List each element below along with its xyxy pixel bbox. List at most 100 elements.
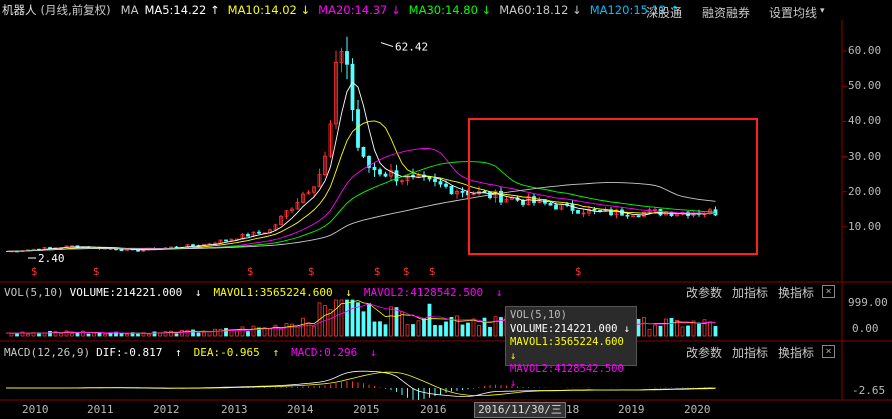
volume-bar bbox=[389, 306, 393, 337]
vol-close-icon[interactable]: × bbox=[822, 285, 835, 298]
volume-bar bbox=[152, 331, 157, 337]
main-header: 机器人 (月线,前复权) MA MA5:14.22 ↑ MA10:14.02 ↓ M… bbox=[0, 0, 892, 20]
candle-body bbox=[317, 174, 322, 188]
candle-body bbox=[614, 209, 619, 216]
candle-body bbox=[284, 210, 289, 217]
volume-bar bbox=[97, 332, 102, 337]
chevron-down-icon[interactable]: ▾ bbox=[820, 6, 825, 16]
x-tick-label-0: 2010 bbox=[22, 403, 49, 416]
vol-params-button[interactable]: 改参数 bbox=[686, 286, 723, 300]
candle-body bbox=[592, 208, 597, 211]
dividend-marker-2: $ bbox=[247, 265, 254, 278]
candle-body bbox=[449, 185, 454, 195]
volume-bar bbox=[86, 333, 91, 337]
candle-body bbox=[295, 201, 300, 210]
candle-body bbox=[460, 191, 465, 193]
dividend-marker-4: $ bbox=[374, 265, 381, 278]
volume-bar bbox=[114, 331, 118, 337]
volume-bar bbox=[713, 326, 718, 337]
volume-bar bbox=[64, 330, 69, 337]
vol-axis-top: 999.00 bbox=[848, 296, 888, 309]
volume-bar bbox=[636, 318, 641, 337]
candle-body bbox=[356, 109, 360, 148]
vol-add-indicator-button[interactable]: 加指标 bbox=[732, 286, 769, 300]
candle-body bbox=[400, 180, 404, 183]
candle-body bbox=[642, 211, 646, 217]
volume-bar bbox=[647, 328, 652, 337]
volume-bar bbox=[328, 309, 333, 337]
candle-body bbox=[273, 224, 278, 231]
price-tick-label-4: 20.00 bbox=[848, 184, 882, 198]
volume-bar bbox=[53, 331, 58, 337]
ma-value-1: MA10:14.02 ↓ bbox=[227, 3, 311, 17]
ma60-line bbox=[5, 182, 716, 252]
volume-bar bbox=[438, 325, 443, 337]
volume-bar bbox=[493, 316, 498, 337]
macd-add-indicator-button[interactable]: 加指标 bbox=[732, 346, 769, 360]
volume-bar bbox=[686, 325, 690, 337]
peak-arrow bbox=[380, 42, 394, 48]
cursor-date: 2016/11/30/三 bbox=[474, 402, 566, 418]
peak-label: 62.42 bbox=[395, 41, 428, 54]
vol-axis-bottom: 0.00 bbox=[852, 322, 879, 335]
volume-bar bbox=[334, 299, 338, 337]
ma-value-3: MA30:14.80 ↓ bbox=[408, 3, 492, 17]
x-tick-label-3: 2013 bbox=[221, 403, 248, 416]
set-ma-button[interactable]: 设置均线 bbox=[769, 6, 818, 20]
margin-trading-button[interactable]: 融资融券 bbox=[702, 6, 751, 20]
candle-body bbox=[625, 214, 630, 217]
volume-bar bbox=[218, 328, 223, 337]
ma-value-0: MA5:14.22 ↑ bbox=[144, 3, 220, 17]
candle-body bbox=[312, 186, 316, 193]
volume-bar bbox=[444, 321, 448, 337]
candle-body bbox=[394, 170, 399, 182]
candle-body bbox=[383, 173, 388, 177]
candle-body bbox=[229, 238, 234, 241]
candle-body bbox=[581, 212, 586, 215]
volume-bar bbox=[345, 299, 349, 337]
candle-body bbox=[389, 170, 393, 177]
volume-bar bbox=[416, 320, 421, 337]
candle-body bbox=[521, 199, 525, 205]
volume-bar bbox=[185, 329, 190, 337]
volume-bar bbox=[26, 333, 30, 337]
macd-close-icon[interactable]: × bbox=[822, 345, 835, 358]
volume-bar bbox=[642, 317, 646, 337]
volume-bar bbox=[59, 333, 63, 337]
macd-switch-indicator-button[interactable]: 换指标 bbox=[778, 346, 815, 360]
x-tick-label-4: 2014 bbox=[287, 403, 314, 416]
macd-params-button[interactable]: 改参数 bbox=[686, 346, 723, 360]
ma20-line bbox=[5, 147, 716, 252]
volume-bar bbox=[697, 322, 701, 337]
candle-body bbox=[438, 181, 443, 185]
vol-mavol1: MAVOL1:3565224.600 ↓ bbox=[213, 285, 352, 299]
candle-body bbox=[526, 196, 531, 205]
candle-body bbox=[191, 244, 195, 247]
candle-body bbox=[334, 61, 338, 125]
volume-bar bbox=[119, 333, 124, 337]
volume-bar bbox=[378, 321, 382, 337]
dea-line bbox=[6, 371, 716, 397]
volume-tooltip: VOL(5,10) VOLUME:214221.000 ↓ MAVOL1:356… bbox=[505, 306, 637, 389]
ma-label: MA bbox=[120, 3, 139, 17]
candle-body bbox=[471, 193, 476, 196]
macd-dea: DEA:-0.965 ↑ bbox=[193, 345, 280, 359]
volume-bar bbox=[141, 332, 146, 337]
volume-bar bbox=[460, 324, 465, 337]
x-tick-label-9: 2020 bbox=[684, 403, 711, 416]
volume-bar bbox=[449, 316, 454, 337]
volume-bar bbox=[257, 327, 261, 337]
candle-body bbox=[301, 193, 305, 203]
volume-bar bbox=[383, 324, 388, 337]
vol-switch-indicator-button[interactable]: 换指标 bbox=[778, 286, 815, 300]
volume-bar bbox=[427, 303, 432, 337]
volume-bar bbox=[471, 318, 476, 337]
volume-bar bbox=[411, 324, 415, 337]
volume-bar bbox=[477, 324, 481, 337]
x-tick-label-6: 2016 bbox=[420, 403, 447, 416]
shenguton-button[interactable]: 深股通 bbox=[646, 6, 683, 20]
volume-bar bbox=[125, 333, 129, 337]
macd-dif: DIF:-0.817 ↑ bbox=[96, 345, 182, 359]
dividend-marker-7: $ bbox=[575, 265, 582, 278]
